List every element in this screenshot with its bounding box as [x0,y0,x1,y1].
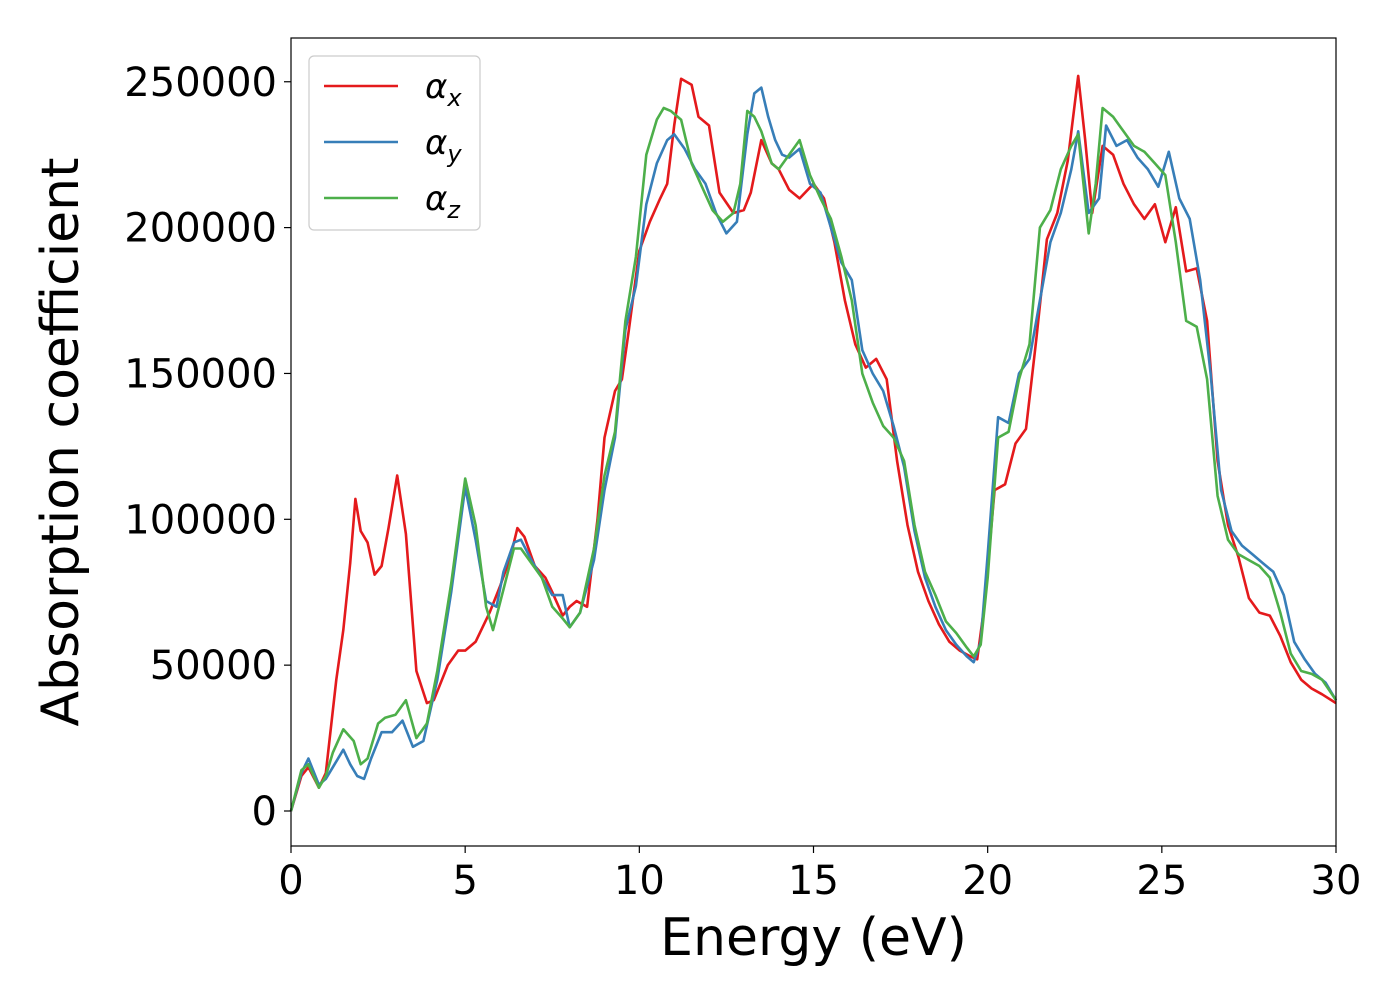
x-tick-label: 15 [788,858,839,904]
x-tick-label: 10 [614,858,665,904]
y-tick-label: 50000 [150,643,277,689]
x-axis-ticks: 0 5 10 15 20 25 30 [278,846,1361,904]
y-tick-label: 250000 [124,60,277,106]
x-axis-title: Energy (eV) [660,908,967,968]
x-tick-label: 30 [1311,858,1362,904]
y-tick-label: 150000 [124,351,277,397]
x-tick-label: 25 [1136,858,1187,904]
x-tick-label: 0 [278,858,303,904]
y-axis-title: Absorption coefficient [31,157,91,726]
x-tick-label: 5 [452,858,477,904]
y-axis-ticks: 0 50000 100000 150000 200000 250000 [124,60,291,835]
legend-label-x: αx [425,67,462,112]
legend: αx αy αz [308,55,481,231]
y-tick-label: 200000 [124,206,277,252]
series-line-z [289,106,1338,812]
legend-label-y: αy [425,123,462,168]
y-tick-label: 100000 [124,497,277,543]
y-tick-label: 0 [252,789,277,835]
legend-label-z: αz [425,179,461,224]
x-tick-label: 20 [962,858,1013,904]
